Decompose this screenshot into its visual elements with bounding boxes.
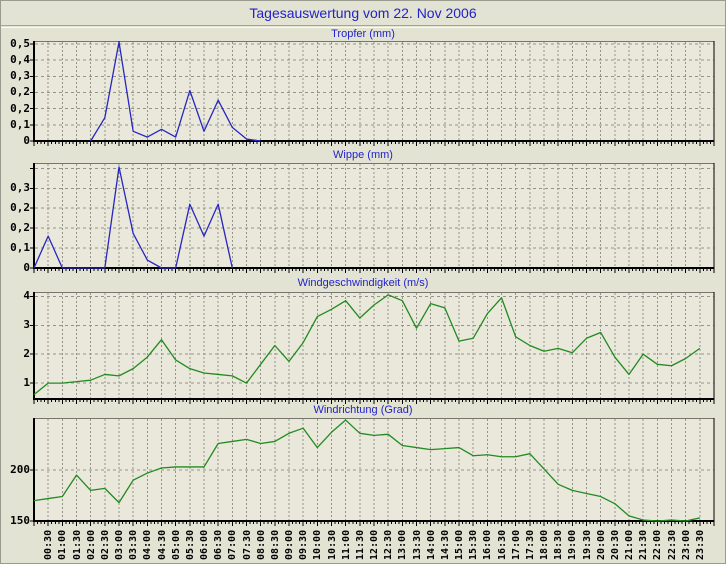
x-tick-label: 17:30 xyxy=(524,529,536,560)
x-tick-label: 00:30 xyxy=(43,529,55,560)
chart-title-wippe: Wippe (mm) xyxy=(333,149,393,161)
x-tick-label: 11:30 xyxy=(354,529,366,560)
y-tick-label: 0,5 xyxy=(10,36,30,50)
y-tick-label: 200 xyxy=(10,463,30,476)
x-tick-label: 07:30 xyxy=(241,529,253,560)
x-tick-label: 16:00 xyxy=(482,529,494,560)
y-tick-label: 0 xyxy=(23,134,30,147)
x-tick-label: 22:00 xyxy=(652,529,664,560)
x-tick-label: 18:30 xyxy=(553,529,565,560)
chart-title-tropfer: Tropfer (mm) xyxy=(331,28,395,40)
y-tick-label: 1 xyxy=(23,376,30,390)
x-tick-label: 10:00 xyxy=(312,529,324,560)
x-tick-label: 14:00 xyxy=(425,529,437,560)
chart-title-windgeschwindigkeit: Windgeschwindigkeit (m/s) xyxy=(297,277,429,289)
x-tick-label: 04:00 xyxy=(142,529,154,560)
x-tick-label: 13:00 xyxy=(397,529,409,560)
x-tick-label: 07:00 xyxy=(227,529,239,560)
y-tick-label: 0,3 xyxy=(10,181,30,195)
x-tick-label: 23:30 xyxy=(694,529,706,560)
y-tick-label: 4 xyxy=(23,289,30,303)
wippe-chart-plot xyxy=(30,163,715,273)
y-tick-label: 0 xyxy=(23,261,30,274)
y-tick-label: 150 xyxy=(10,514,30,527)
x-tick-label: 09:00 xyxy=(284,529,295,560)
x-tick-label: 02:30 xyxy=(99,529,111,560)
x-tick-label: 19:00 xyxy=(567,529,579,560)
x-tick-label: 20:30 xyxy=(609,529,621,560)
tropfer-chart-plot xyxy=(30,41,715,146)
x-tick-label: 18:00 xyxy=(539,529,550,560)
x-tick-label: 22:30 xyxy=(666,529,678,560)
x-tick-label: 15:00 xyxy=(454,529,465,560)
x-tick-label: 03:30 xyxy=(128,529,140,560)
x-tick-label: 13:30 xyxy=(411,529,423,560)
x-tick-label: 20:00 xyxy=(595,529,607,560)
x-tick-label: 05:00 xyxy=(170,529,182,560)
x-tick-label: 11:00 xyxy=(340,529,352,560)
title-separator xyxy=(1,25,725,28)
y-tick-label: 3 xyxy=(23,318,30,332)
y-tick-label: 0,2 xyxy=(10,85,30,99)
y-tick-label: 0,2 xyxy=(10,101,30,115)
x-tick-label: 15:30 xyxy=(468,529,480,560)
x-tick-label: 06:30 xyxy=(213,529,225,560)
x-tick-label: 12:00 xyxy=(369,529,380,560)
y-tick-label: 0,1 xyxy=(10,117,30,131)
y-tick-label: 0,1 xyxy=(10,241,30,255)
x-tick-label: 06:00 xyxy=(199,529,210,560)
y-tick-label: 0,2 xyxy=(10,221,30,235)
x-tick-label: 02:00 xyxy=(85,529,97,560)
chart-title-windrichtung: Windrichtung (Grad) xyxy=(313,404,413,416)
x-tick-label: 03:00 xyxy=(114,529,125,560)
y-tick-label: 0,3 xyxy=(10,69,30,83)
x-axis-labels: 00:30 01:00 01:30 02:00 02:30 03:00 03:30 04:00… xyxy=(1,521,725,563)
x-tick-label: 08:00 xyxy=(255,529,267,560)
x-tick-label: 09:30 xyxy=(298,529,310,560)
windgeschwindigkeit-chart-plot xyxy=(30,292,715,404)
windrichtung-chart-plot xyxy=(30,418,715,526)
x-tick-label: 12:30 xyxy=(383,529,395,560)
x-tick-label: 14:30 xyxy=(439,529,451,560)
x-tick-label: 01:30 xyxy=(71,529,83,560)
x-tick-label: 19:30 xyxy=(581,529,593,560)
x-tick-label: 21:30 xyxy=(638,529,650,560)
x-tick-label: 08:30 xyxy=(269,529,281,560)
page-title: Tagesauswertung vom 22. Nov 2006 xyxy=(249,5,477,21)
x-tick-label: 21:00 xyxy=(624,529,635,560)
y-tick-label: 0,4 xyxy=(10,53,30,67)
x-tick-label: 10:30 xyxy=(326,529,338,560)
x-tick-label: 01:00 xyxy=(57,529,69,560)
x-tick-label: 04:30 xyxy=(156,529,168,560)
x-tick-label: 16:30 xyxy=(496,529,508,560)
x-tick-label: 05:30 xyxy=(184,529,196,560)
y-tick-label: 2 xyxy=(23,347,30,361)
x-tick-label: 23:00 xyxy=(680,529,692,560)
y-tick-label: 0,2 xyxy=(10,201,30,215)
x-tick-label: 17:00 xyxy=(510,529,522,560)
